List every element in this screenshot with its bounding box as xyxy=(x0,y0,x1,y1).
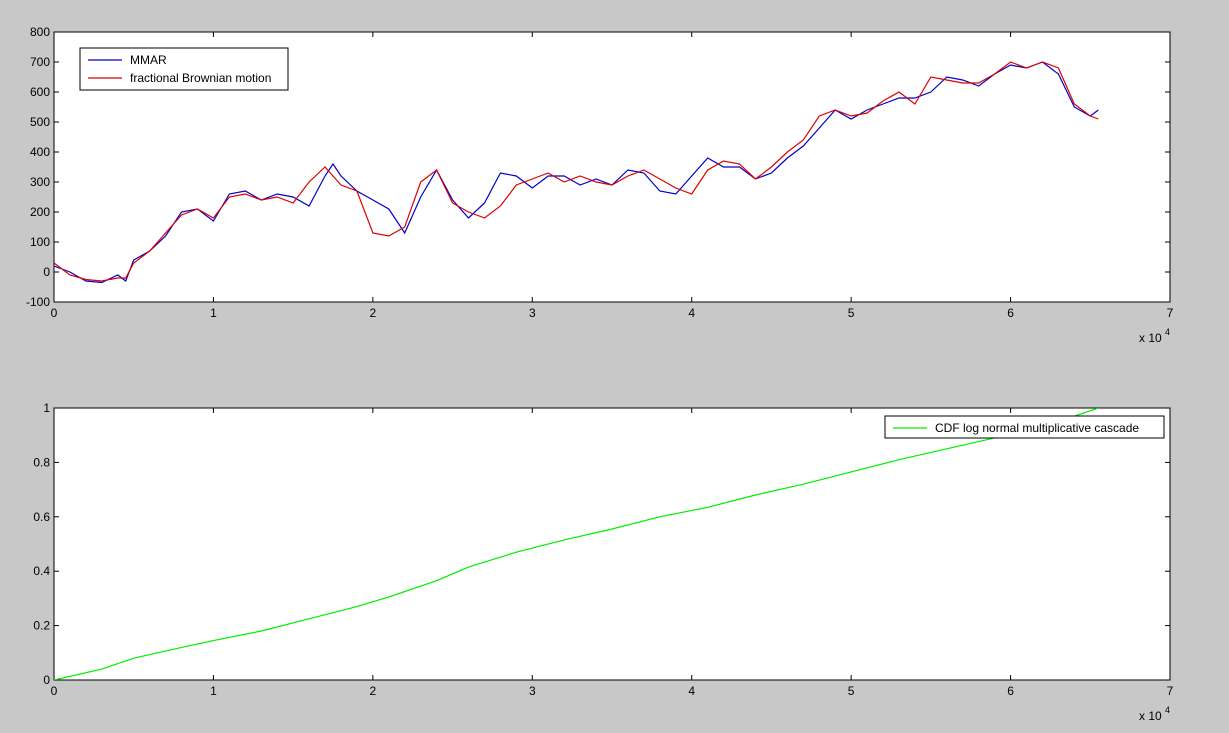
legend: MMAR fractional Brownian motion xyxy=(79,47,289,91)
x-tick-label: 7 xyxy=(1167,684,1174,698)
series-line-cdf-log-normal-multiplicative-cascade xyxy=(54,408,1099,680)
x-exponent-power: 4 xyxy=(1165,327,1170,337)
x-exponent-label: x 10 xyxy=(1139,331,1162,345)
y-tick-label: 0.6 xyxy=(33,510,50,524)
y-tick-label: 400 xyxy=(30,145,50,159)
x-tick-label: 6 xyxy=(1007,306,1014,320)
series-line-fractional-brownian-motion xyxy=(54,61,1099,282)
x-tick-label: 2 xyxy=(370,684,377,698)
y-tick-label: 1 xyxy=(43,401,50,415)
y-tick-label: 0.8 xyxy=(33,455,50,469)
x-tick-label: 5 xyxy=(848,684,855,698)
x-tick-label: 1 xyxy=(210,306,217,320)
legend-label: MMAR xyxy=(130,53,167,67)
y-tick-label: 200 xyxy=(30,205,50,219)
x-tick-label: 3 xyxy=(529,684,536,698)
x-tick-label: 7 xyxy=(1167,306,1174,320)
x-tick-label: 0 xyxy=(51,306,58,320)
y-tick-label: 100 xyxy=(30,235,50,249)
legend: CDF log normal multiplicative cascade xyxy=(884,415,1165,439)
y-tick-label: 600 xyxy=(30,85,50,99)
y-tick-label: 0.2 xyxy=(33,619,50,633)
y-tick-label: 500 xyxy=(30,115,50,129)
x-tick-label: 1 xyxy=(210,684,217,698)
y-tick-label: 300 xyxy=(30,175,50,189)
y-tick-label: 0 xyxy=(43,265,50,279)
x-tick-label: 2 xyxy=(370,306,377,320)
series-line-mmar xyxy=(54,61,1099,284)
x-tick-label: 4 xyxy=(688,684,695,698)
x-tick-label: 4 xyxy=(688,306,695,320)
y-tick-label: 700 xyxy=(30,55,50,69)
legend-box xyxy=(884,415,1165,439)
x-tick-label: 5 xyxy=(848,306,855,320)
y-tick-label: -100 xyxy=(26,295,50,309)
x-tick-label: 3 xyxy=(529,306,536,320)
x-tick-label: 0 xyxy=(51,684,58,698)
y-tick-label: 0 xyxy=(43,673,50,687)
x-exponent-label: x 10 xyxy=(1139,709,1162,723)
x-tick-label: 6 xyxy=(1007,684,1014,698)
x-exponent-power: 4 xyxy=(1165,705,1170,715)
legend-box xyxy=(79,47,289,91)
y-tick-label: 800 xyxy=(30,25,50,39)
y-tick-label: 0.4 xyxy=(33,564,50,578)
legend-label: fractional Brownian motion xyxy=(130,71,271,85)
legend-label: CDF log normal multiplicative cascade xyxy=(935,421,1139,435)
